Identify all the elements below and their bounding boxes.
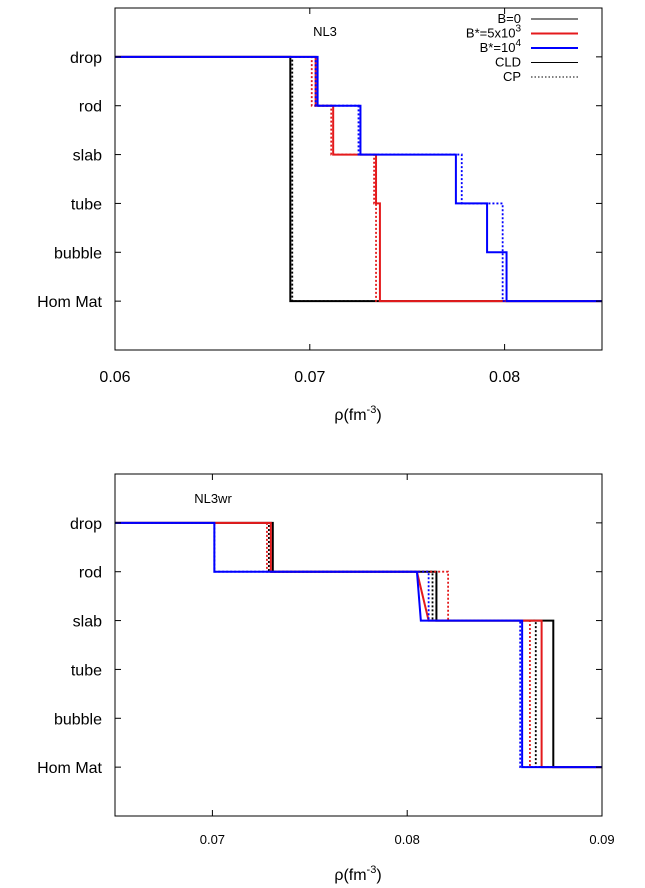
y-tick-label: Hom Mat	[37, 760, 102, 777]
series-layer	[115, 521, 602, 769]
y-tick-label: tube	[71, 196, 102, 213]
legend-label: B*=104	[480, 38, 522, 55]
y-tick-label: tube	[71, 662, 102, 679]
plot-frame	[114, 7, 603, 351]
y-tick-label: bubble	[54, 245, 102, 262]
series-line-0	[115, 521, 602, 769]
y-tick-label: bubble	[54, 711, 102, 728]
series-line-5	[115, 55, 602, 303]
series-line-1	[115, 55, 602, 303]
legend-label: CP	[503, 69, 521, 84]
y-tick-label: rod	[79, 565, 102, 582]
x-tick-label: 0.07	[294, 369, 325, 386]
series-line-3	[115, 55, 602, 303]
x-tick-label: 0.08	[489, 369, 520, 386]
y-tick-label: slab	[73, 614, 102, 631]
series-line-5	[115, 521, 602, 769]
series-line-2	[115, 55, 602, 303]
x-axis-label: ρ(fm-3)	[334, 404, 381, 424]
series-line-4	[115, 521, 602, 769]
ticks-layer: 0.06 0.07 0.08 Hom Mat bubble tube slab rod drop	[37, 8, 602, 386]
series-line-1	[115, 521, 602, 769]
y-tick-label: drop	[70, 516, 102, 533]
y-tick-label: Hom Mat	[37, 294, 102, 311]
ticks-layer: 0.07 0.08 0.09 Hom Mat bubble tube slab rod drop	[37, 474, 615, 847]
x-tick-label: 0.07	[200, 832, 225, 847]
x-tick-label: 0.06	[99, 369, 130, 386]
x-axis-label: ρ(fm-3)	[334, 864, 381, 884]
series-line-4	[115, 55, 602, 303]
series-line-2	[115, 521, 602, 769]
plot-frame	[114, 473, 603, 817]
legend-label: CLD	[495, 55, 521, 70]
series-line-3	[115, 521, 602, 769]
legend-label: B=0	[498, 11, 522, 26]
chart-panel-nl3: 0.06 0.07 0.08 Hom Mat bubble tube slab rod drop…	[37, 7, 603, 424]
chart-panel-nl3wr: 0.07 0.08 0.09 Hom Mat bubble tube slab rod drop…	[37, 473, 615, 884]
chart-title: NL3	[313, 24, 337, 39]
y-tick-label: drop	[70, 50, 102, 67]
series-layer	[115, 55, 602, 303]
legend-label: B*=5x103	[466, 24, 522, 41]
y-tick-label: rod	[79, 99, 102, 116]
x-tick-label: 0.09	[589, 832, 614, 847]
x-tick-label: 0.08	[395, 832, 420, 847]
series-line-0	[115, 55, 602, 303]
chart-title: NL3wr	[194, 491, 232, 506]
y-tick-label: slab	[73, 148, 102, 165]
